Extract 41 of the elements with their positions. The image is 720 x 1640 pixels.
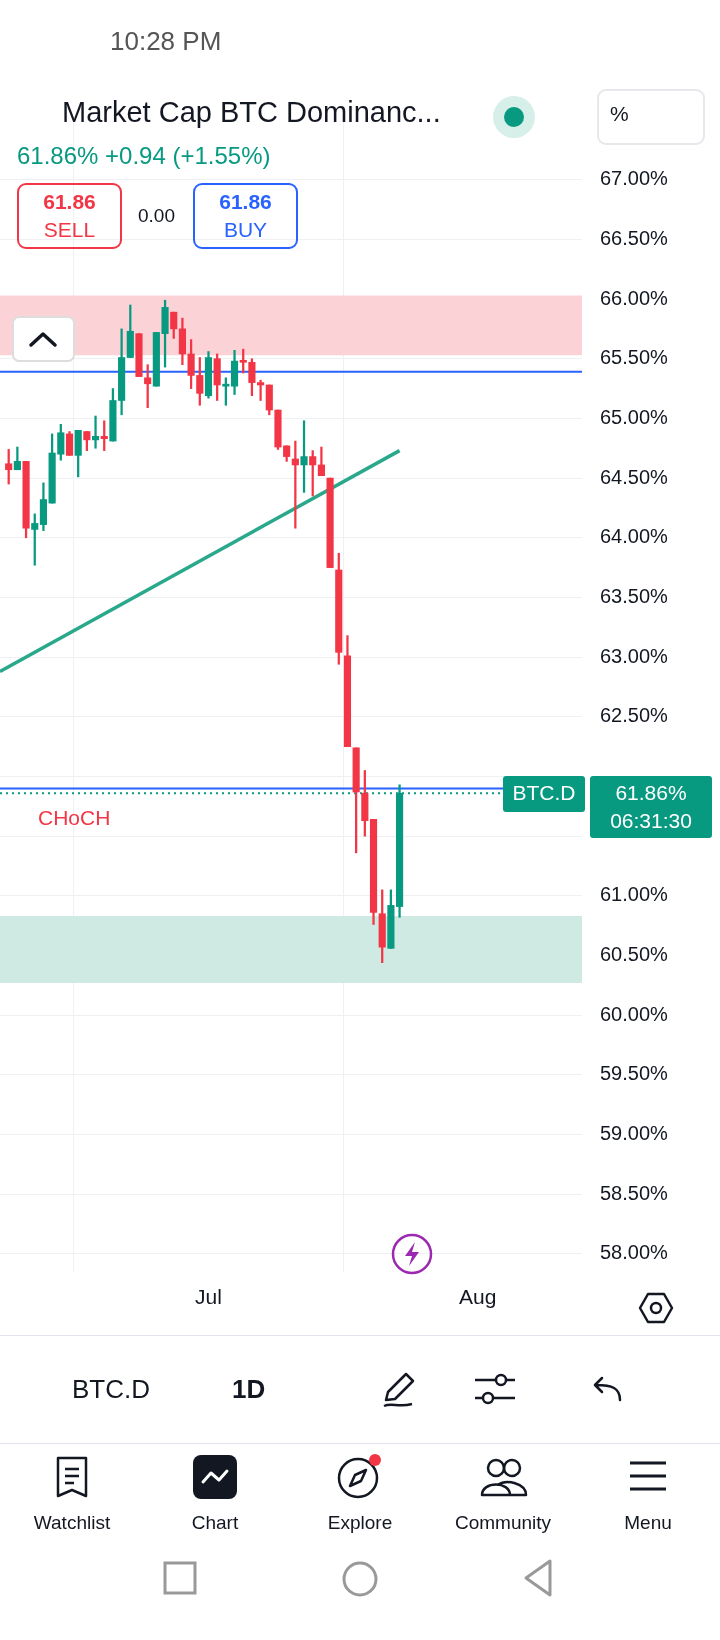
- text: Community: [453, 1512, 553, 1534]
- annotation: SELL: [42, 218, 97, 242]
- y-tick-label: 66.00%: [600, 286, 669, 309]
- annotation: CHoCH: [38, 806, 111, 830]
- annotation: BUY: [222, 218, 269, 242]
- y-tick-label: 66.50%: [600, 226, 669, 249]
- y-tick-label: 62.50%: [600, 704, 669, 727]
- y-tick-label: 58.00%: [600, 1241, 669, 1264]
- text: 06:31:30: [609, 809, 693, 834]
- y-tick-label: 60.00%: [600, 1002, 669, 1025]
- text: 61.86% +0.94 (+1.55%): [17, 142, 271, 170]
- y-tick-label: 58.50%: [600, 1181, 669, 1204]
- x-tick-label: Jul: [195, 1285, 222, 1309]
- y-tick-label: 65.00%: [600, 405, 669, 428]
- y-tick-label: 63.00%: [600, 644, 669, 667]
- chart-title: Market Cap BTC Dominanc...: [62, 96, 441, 129]
- y-tick-label: 65.50%: [600, 346, 669, 369]
- text: 1D: [232, 1374, 266, 1405]
- text: BTC.D: [72, 1374, 150, 1405]
- candlestick: [91, 415, 100, 449]
- x-tick-label: Aug: [459, 1285, 497, 1309]
- text: 61.86%: [614, 781, 688, 806]
- text: Chart: [190, 1512, 240, 1534]
- annotation: BTC.D: [511, 781, 577, 806]
- text: Explore: [326, 1512, 394, 1534]
- y-tick-label: 59.50%: [600, 1062, 669, 1085]
- y-tick-label: 61.00%: [600, 883, 669, 906]
- y-tick-label: 64.00%: [600, 525, 669, 548]
- y-tick-label: 60.50%: [600, 943, 669, 966]
- annotation: 61.86: [218, 190, 273, 214]
- annotation: 0.00: [138, 205, 175, 227]
- y-tick-label: 63.50%: [600, 584, 669, 607]
- y-tick-label: 59.00%: [600, 1122, 669, 1145]
- text: 10:28 PM: [110, 26, 222, 57]
- y-tick-label: 64.50%: [600, 465, 669, 488]
- text: Menu: [623, 1512, 673, 1534]
- y-tick-label: 67.00%: [600, 167, 669, 190]
- annotation: 61.86: [42, 190, 97, 214]
- candlestick: [257, 379, 265, 401]
- text: %: [610, 102, 629, 126]
- text: Watchlist: [32, 1512, 112, 1534]
